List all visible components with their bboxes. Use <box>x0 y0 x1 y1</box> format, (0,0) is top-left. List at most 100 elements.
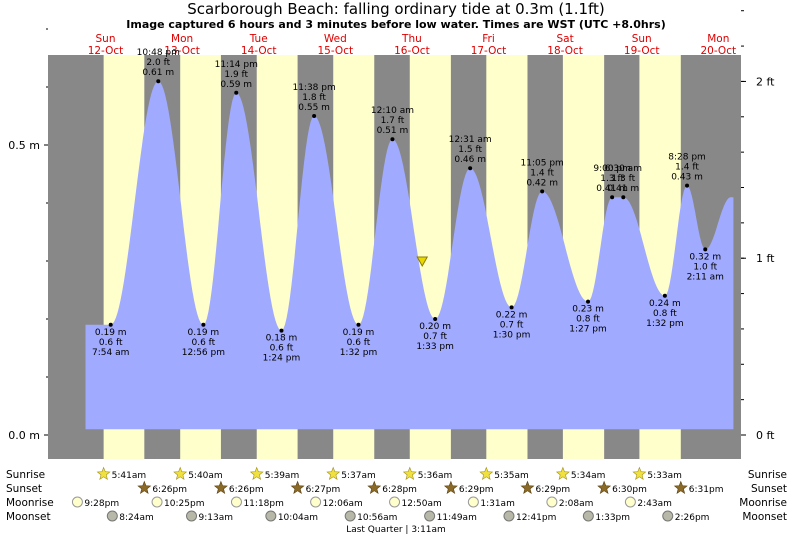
day-name-label: Sat <box>556 33 573 45</box>
low-tide-label: 0.23 m <box>572 305 604 315</box>
high-tide-label: 1.4 ft <box>675 163 699 173</box>
moonrise-icon <box>71 496 83 508</box>
sunrise-row-label-right: Sunrise <box>748 469 787 481</box>
tide-curve <box>85 81 734 430</box>
sunset-time: 6:30pm <box>612 485 647 495</box>
sunrise-icon <box>632 466 647 480</box>
moonset-time: 9:13am <box>199 513 234 523</box>
sunset-time: 6:29pm <box>459 485 494 495</box>
moonset-time: 8:24am <box>119 513 154 523</box>
sunset-time: 6:29pm <box>535 485 570 495</box>
high-tide-label: 1.9 ft <box>224 70 248 80</box>
high-tide-label: 6:30 am <box>605 164 642 174</box>
moonset-row-label-right: Moonset <box>742 511 787 523</box>
sunset-time: 6:27pm <box>306 485 341 495</box>
high-tide-label: 0.41 m <box>596 184 628 194</box>
sunrise-row-label: Sunrise <box>6 469 45 481</box>
sunrise-icon <box>326 466 341 480</box>
moonrise-time: 2:43am <box>637 499 672 509</box>
day-date-label: 12-Oct <box>88 45 124 57</box>
sunrise-icon <box>555 466 570 480</box>
right-axis-label: 1 ft <box>756 252 775 265</box>
high-tide-label: 0.59 m <box>220 80 252 90</box>
high-tide-label: 1.7 ft <box>381 116 405 126</box>
high-tide-point <box>312 114 317 118</box>
high-tide-label: 12:31 am <box>449 135 492 145</box>
sunrise-icon <box>249 466 264 480</box>
low-tide-label: 1:30 pm <box>493 330 531 340</box>
sunrise-time: 5:37am <box>341 471 376 481</box>
low-tide-point <box>703 247 708 252</box>
day-name-label: Tue <box>249 33 268 45</box>
low-tide-point <box>509 305 514 310</box>
low-tide-label: 0.24 m <box>649 299 681 309</box>
current-tide-marker <box>416 256 429 268</box>
right-axis-label: 0 ft <box>756 429 775 442</box>
day-date-label: 14-Oct <box>241 45 277 57</box>
sunset-icon <box>290 480 305 494</box>
moonrise-time: 9:28pm <box>84 499 119 509</box>
high-tide-label: 11:05 pm <box>521 158 564 168</box>
moonrise-icon <box>546 496 558 508</box>
moonrise-time: 2:08am <box>559 499 594 509</box>
low-tide-point <box>108 322 113 327</box>
moonset-icon <box>503 510 515 522</box>
tide-area <box>85 81 734 430</box>
day-name-label: Sun <box>96 33 116 45</box>
high-tide-label: 1.8 ft <box>302 93 326 103</box>
moonrise-icon <box>389 496 401 508</box>
high-tide-label: 11:38 pm <box>292 83 335 93</box>
day-name-label: Mon <box>171 33 193 45</box>
sun-moon-events: 5:41am 5:40am 5:39am 5:37am 5:36am 5:35am 5:34… <box>71 466 724 523</box>
high-tide-point <box>621 195 626 200</box>
moonset-icon <box>582 510 594 522</box>
low-tide-label: 1:33 pm <box>416 342 454 352</box>
high-tide-label: 1.4 ft <box>530 168 554 178</box>
chart-subtitle: Image captured 6 hours and 3 minutes bef… <box>126 18 665 31</box>
high-tide-label: 1.3 ft <box>611 174 635 184</box>
sunset-time: 6:26pm <box>152 485 187 495</box>
moonset-icon <box>265 510 277 522</box>
moonset-time: 10:04am <box>278 513 318 523</box>
moonset-icon <box>344 510 356 522</box>
high-tide-label: 0.55 m <box>298 103 330 113</box>
low-tide-point <box>201 322 206 327</box>
sunset-icon <box>443 480 458 494</box>
high-tide-label: 0.61 m <box>142 68 174 78</box>
high-tide-label: 2.0 ft <box>146 58 170 68</box>
low-tide-label: 1:32 pm <box>646 319 684 329</box>
high-tide-point <box>390 137 395 142</box>
axis-ticks: 0.0 m 0.5 m 0 ft 1 ft 2 ft <box>8 10 775 442</box>
moonset-time: 1:33pm <box>595 513 630 523</box>
sunrise-icon <box>402 466 417 480</box>
low-tide-label: 1.0 ft <box>693 262 717 272</box>
sunset-icon <box>213 480 228 494</box>
sunset-row-label-right: Sunset <box>751 483 787 495</box>
sunrise-time: 5:33am <box>647 471 682 481</box>
high-tide-point <box>468 166 473 171</box>
low-tide-label: 0.32 m <box>689 252 721 262</box>
low-tide-label: 0.18 m <box>266 334 298 344</box>
high-tide-label: 9:00 pm <box>593 164 631 174</box>
moonset-icon <box>186 510 198 522</box>
low-tide-label: 0.19 m <box>343 328 375 338</box>
left-axis-label: 0.5 m <box>8 139 40 152</box>
sunset-icon <box>520 480 535 494</box>
high-tide-label: 0.51 m <box>377 126 409 136</box>
day-name-label: Fri <box>482 33 495 45</box>
left-axis-label: 0.0 m <box>8 429 40 442</box>
high-tide-point <box>610 195 615 200</box>
low-tide-label: 12:56 pm <box>182 348 225 358</box>
moonset-time: 10:56am <box>357 513 397 523</box>
moonrise-row-label: Moonrise <box>6 497 54 509</box>
high-tide-point <box>156 79 161 84</box>
low-tide-point <box>433 317 438 321</box>
sunset-icon <box>367 480 382 494</box>
moonrise-icon <box>624 496 636 508</box>
moonset-icon <box>662 510 674 522</box>
high-tide-label: 12:10 am <box>371 106 414 116</box>
day-name-label: Mon <box>707 33 729 45</box>
sunset-time: 6:26pm <box>229 485 264 495</box>
low-tide-label: 0.6 ft <box>99 338 123 348</box>
